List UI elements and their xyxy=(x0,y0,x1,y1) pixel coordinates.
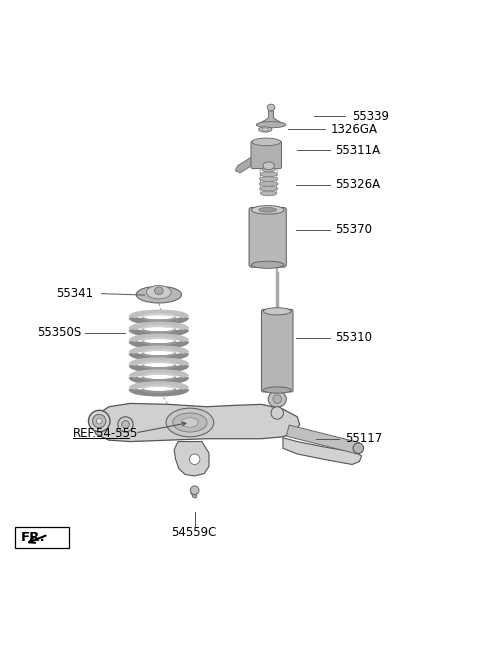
Text: 55326A: 55326A xyxy=(336,178,381,192)
FancyBboxPatch shape xyxy=(15,527,69,548)
Text: 55350S: 55350S xyxy=(37,326,82,339)
Ellipse shape xyxy=(190,454,200,464)
Ellipse shape xyxy=(260,176,278,182)
Ellipse shape xyxy=(259,182,278,186)
Ellipse shape xyxy=(136,286,181,303)
Ellipse shape xyxy=(192,494,197,498)
Ellipse shape xyxy=(252,205,284,214)
Text: FR.: FR. xyxy=(21,531,45,544)
Text: 55339: 55339 xyxy=(352,110,389,123)
Polygon shape xyxy=(271,156,280,167)
Ellipse shape xyxy=(267,104,275,111)
Ellipse shape xyxy=(262,167,276,172)
Ellipse shape xyxy=(155,287,163,295)
Ellipse shape xyxy=(252,261,284,268)
Ellipse shape xyxy=(191,486,199,495)
Ellipse shape xyxy=(181,418,198,427)
FancyBboxPatch shape xyxy=(249,207,286,267)
Ellipse shape xyxy=(191,490,197,495)
Polygon shape xyxy=(174,441,209,476)
Ellipse shape xyxy=(271,407,283,419)
Text: 55341: 55341 xyxy=(56,287,94,300)
Ellipse shape xyxy=(263,162,275,169)
Text: 55370: 55370 xyxy=(336,223,372,236)
Ellipse shape xyxy=(264,308,291,315)
Ellipse shape xyxy=(264,387,291,393)
Ellipse shape xyxy=(88,410,110,432)
Ellipse shape xyxy=(260,186,278,191)
Ellipse shape xyxy=(121,420,129,428)
Ellipse shape xyxy=(96,418,102,424)
Text: 55311A: 55311A xyxy=(336,144,381,157)
FancyBboxPatch shape xyxy=(251,141,281,169)
Polygon shape xyxy=(235,156,253,173)
Ellipse shape xyxy=(260,172,277,176)
Polygon shape xyxy=(283,438,362,464)
Ellipse shape xyxy=(118,417,133,432)
Ellipse shape xyxy=(256,121,286,128)
Ellipse shape xyxy=(259,207,276,213)
Ellipse shape xyxy=(173,413,207,432)
Text: 55117: 55117 xyxy=(345,432,382,445)
Ellipse shape xyxy=(353,443,364,453)
Polygon shape xyxy=(257,111,285,125)
Ellipse shape xyxy=(252,138,281,146)
Text: 54559C: 54559C xyxy=(171,525,216,539)
Ellipse shape xyxy=(273,395,281,403)
Ellipse shape xyxy=(262,128,268,131)
Polygon shape xyxy=(92,403,300,441)
Ellipse shape xyxy=(268,391,286,407)
FancyBboxPatch shape xyxy=(262,310,293,392)
Ellipse shape xyxy=(259,127,272,132)
Polygon shape xyxy=(287,425,360,454)
Ellipse shape xyxy=(166,408,214,437)
Text: REF.54-555: REF.54-555 xyxy=(73,428,138,440)
Text: 1326GA: 1326GA xyxy=(331,123,378,136)
Ellipse shape xyxy=(93,415,106,428)
Ellipse shape xyxy=(261,191,277,195)
Ellipse shape xyxy=(146,285,171,299)
Text: 55310: 55310 xyxy=(336,331,372,344)
